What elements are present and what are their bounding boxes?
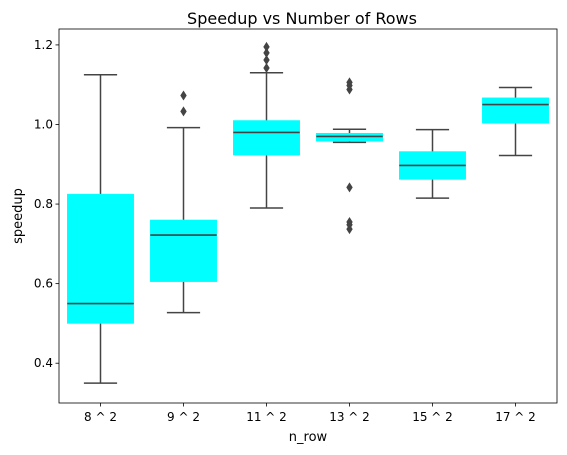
x-tick-label: 15 ^ 2: [412, 410, 453, 424]
box-6: [482, 86, 549, 157]
x-tick-label: 9 ^ 2: [167, 410, 200, 424]
y-axis: 0.4 0.6 0.8 1.0 1.2: [34, 38, 59, 370]
box-3: [233, 41, 300, 209]
y-tick-label: 1.2: [34, 38, 53, 52]
outlier-point: [346, 77, 353, 88]
y-tick-label: 0.8: [34, 197, 53, 211]
x-tick-label: 11 ^ 2: [246, 410, 287, 424]
outlier-point: [263, 47, 270, 58]
y-tick-label: 0.4: [34, 356, 53, 370]
y-axis-label: speedup: [11, 188, 26, 244]
box-2: [150, 90, 217, 314]
y-tick-label: 1.0: [34, 117, 53, 131]
iqr-box: [150, 219, 217, 282]
outlier-point: [263, 55, 270, 66]
box-1: [67, 74, 134, 384]
outlier-point: [180, 106, 187, 117]
iqr-box: [482, 97, 549, 124]
plot-area: [67, 41, 549, 384]
chart-title: Speedup vs Number of Rows: [187, 9, 417, 28]
x-tick-label: 8 ^ 2: [84, 410, 117, 424]
outlier-point: [263, 41, 270, 52]
box-5: [399, 128, 466, 199]
outlier-point: [263, 62, 270, 73]
x-tick-label: 17 ^ 2: [495, 410, 536, 424]
outlier-point: [346, 216, 353, 227]
iqr-box: [233, 120, 300, 156]
x-axis-label: n_row: [289, 430, 328, 445]
plot-frame: [58, 28, 558, 404]
outlier-point: [180, 90, 187, 101]
y-tick-label: 0.6: [34, 277, 53, 291]
x-axis: 8 ^ 2 9 ^ 2 11 ^ 2 13 ^ 2 15 ^ 2 17 ^ 2: [84, 403, 536, 424]
x-tick-label: 13 ^ 2: [329, 410, 370, 424]
box-4: [316, 77, 383, 235]
outlier-point: [346, 182, 353, 193]
iqr-box: [67, 193, 134, 324]
